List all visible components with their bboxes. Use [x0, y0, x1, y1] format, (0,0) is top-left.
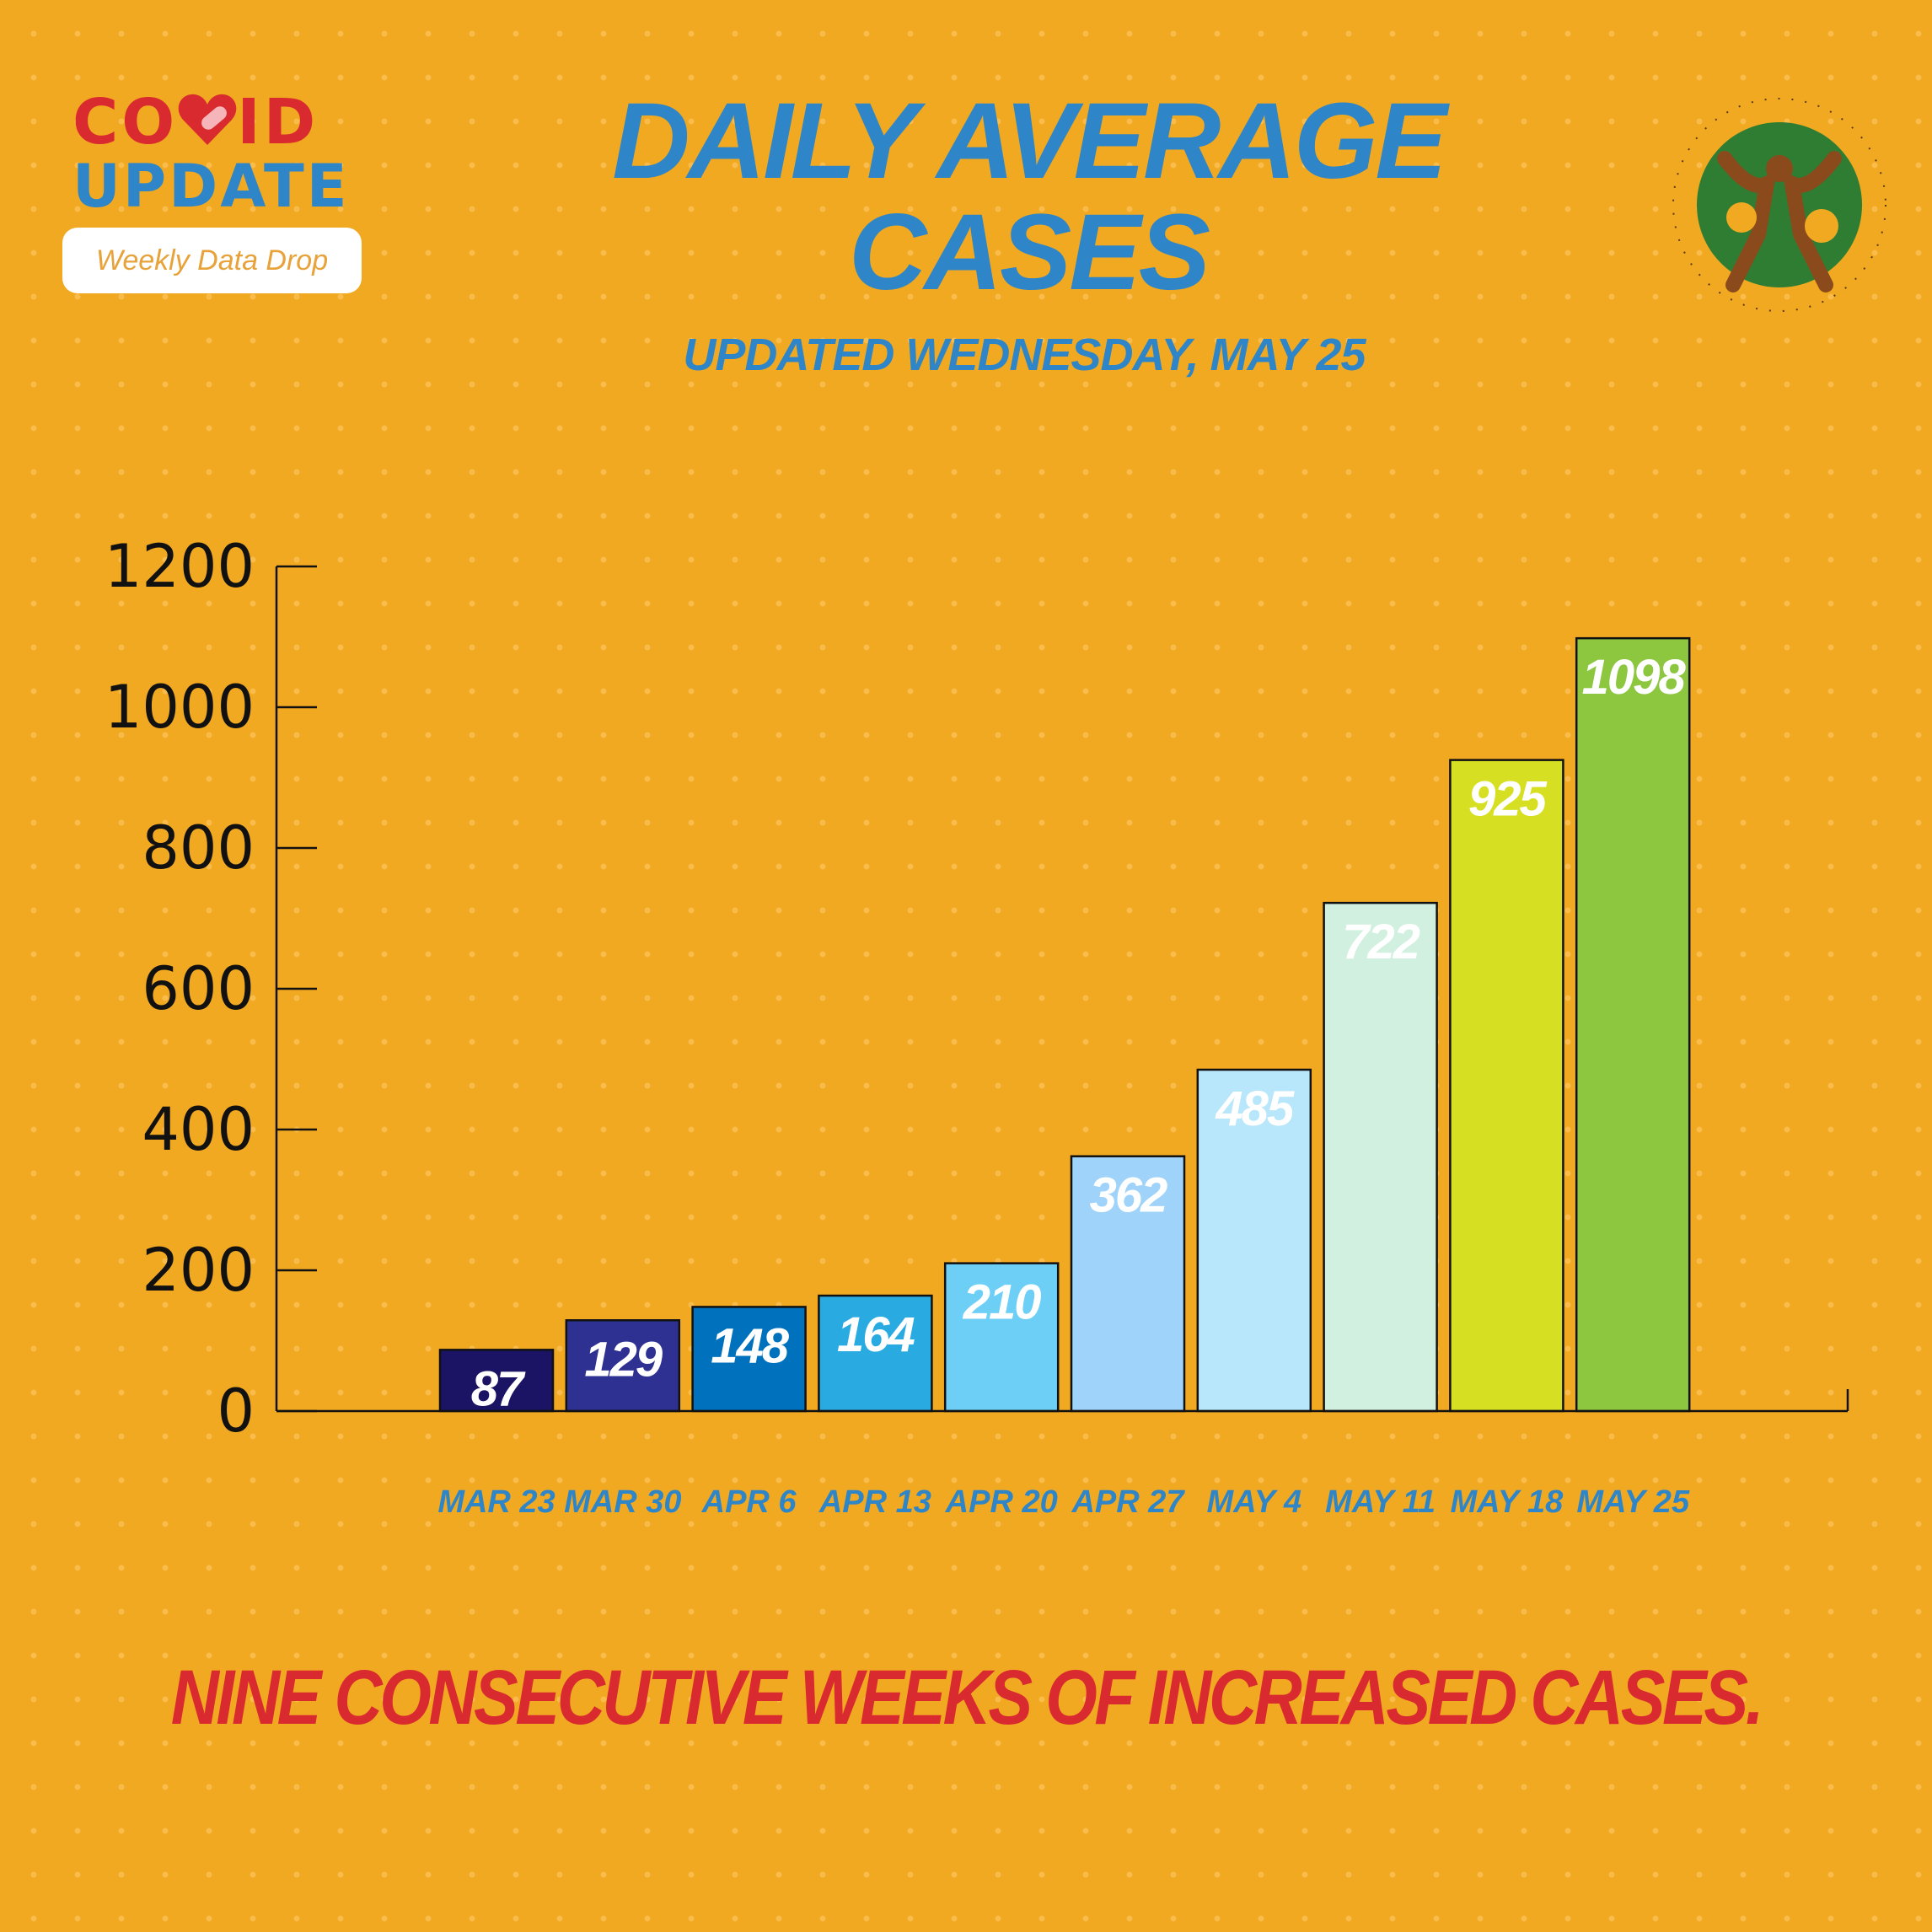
bar-value-label: 362: [1090, 1168, 1168, 1223]
bar-value-label: 485: [1215, 1081, 1295, 1136]
x-tick-label: APR 27: [1071, 1484, 1185, 1520]
bar-value-label: 87: [471, 1361, 526, 1416]
y-tick-label: 800: [142, 813, 255, 883]
x-tick-label: APR 20: [945, 1484, 1058, 1520]
title-line-1: DAILY AVERAGE: [612, 81, 1447, 201]
x-tick-label: MAY 11: [1325, 1484, 1436, 1520]
x-tick-label: MAR 23: [437, 1484, 555, 1520]
bar-value-label: 1098: [1582, 650, 1687, 705]
x-tick-label: MAY 4: [1206, 1484, 1301, 1520]
bar: [1196, 1068, 1312, 1413]
tagline-badge: Weekly Data Drop: [62, 228, 362, 293]
heart-icon: [178, 94, 237, 145]
title-line-2: CASES: [849, 192, 1210, 313]
bar: [1323, 901, 1438, 1413]
bar-value-label: 164: [837, 1307, 915, 1362]
x-tick-label: APR 6: [701, 1484, 797, 1520]
hawaii-doh-seal-icon: [1672, 98, 1886, 312]
bar-value-label: 925: [1468, 772, 1548, 827]
y-tick-label: 1000: [105, 673, 255, 742]
bar: [818, 1294, 933, 1413]
footer-message: NINE CONSECUTIVE WEEKS OF INCREASED CASE…: [170, 1655, 1764, 1741]
page-subtitle: UPDATED WEDNESDAY, MAY 25: [683, 330, 1366, 380]
y-tick-label: 200: [142, 1236, 255, 1305]
x-tick-label: MAY 25: [1576, 1484, 1690, 1520]
bar: [1070, 1155, 1186, 1413]
x-tick-label: MAR 30: [564, 1484, 681, 1520]
bar: [438, 1349, 555, 1413]
bar-value-label: 148: [711, 1318, 790, 1373]
logo-covid-word: CO ID: [72, 86, 319, 158]
bar-value-label: 722: [1342, 915, 1420, 969]
bar: [565, 1319, 681, 1413]
y-tick-label: 400: [142, 1095, 255, 1164]
x-tick-label: APR 13: [818, 1484, 931, 1520]
bar: [1575, 636, 1691, 1413]
bar: [1449, 759, 1564, 1413]
y-axis: 0 200 400 600 800 1000 1200: [105, 532, 317, 1446]
y-tick-label: 600: [142, 954, 255, 1023]
logo-update-word: UPDATE: [72, 152, 350, 221]
x-axis: MAR 23 MAR 30 APR 6 APR 13 APR 20 APR 27 MAY 4…: [276, 1389, 1849, 1520]
bars: 87 129 148 164 210 362 485 722 925 1098: [438, 636, 1691, 1416]
page-title: DAILY AVERAGE CASES: [472, 86, 1585, 309]
x-tick-label: MAY 18: [1451, 1484, 1564, 1520]
y-tick-label: 0: [217, 1377, 255, 1446]
y-tick-label: 1200: [105, 532, 255, 601]
bar-value-label: 129: [584, 1332, 663, 1387]
bar-value-label: 210: [963, 1275, 1042, 1330]
